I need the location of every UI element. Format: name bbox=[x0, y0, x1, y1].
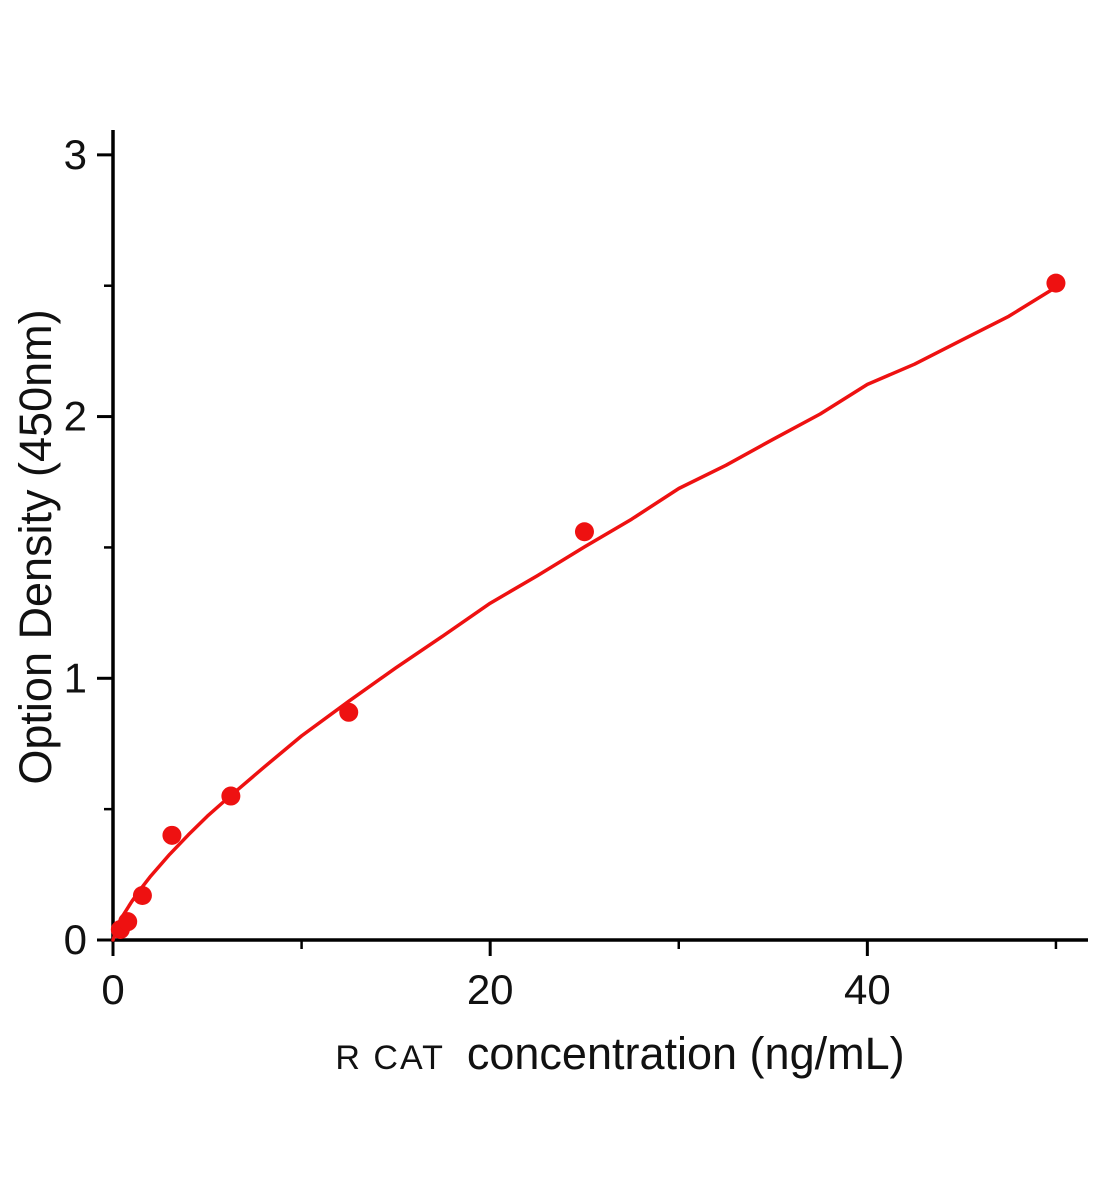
y-tick-label: 3 bbox=[64, 131, 87, 178]
y-tick-label: 1 bbox=[64, 654, 87, 701]
y-tick-label: 0 bbox=[64, 916, 87, 963]
data-point bbox=[1046, 273, 1066, 293]
fit-curve bbox=[111, 285, 1058, 942]
x-axis-label-prefix: R CAT bbox=[335, 1039, 445, 1077]
data-point bbox=[162, 825, 182, 845]
data-point bbox=[339, 702, 359, 722]
y-axis-label: Option Density (450nm) bbox=[10, 309, 61, 785]
data-point bbox=[574, 522, 594, 542]
x-tick-label: 0 bbox=[101, 966, 124, 1013]
x-tick-label: 40 bbox=[844, 966, 891, 1013]
data-point bbox=[118, 912, 138, 932]
x-tick-label: 20 bbox=[467, 966, 514, 1013]
x-axis-label-main: concentration (ng/mL) bbox=[466, 1028, 905, 1079]
data-point bbox=[221, 786, 241, 806]
data-point bbox=[132, 886, 152, 906]
x-axis-label: R CAT concentration (ng/mL) bbox=[150, 1028, 1090, 1080]
y-tick-label: 2 bbox=[64, 393, 87, 440]
